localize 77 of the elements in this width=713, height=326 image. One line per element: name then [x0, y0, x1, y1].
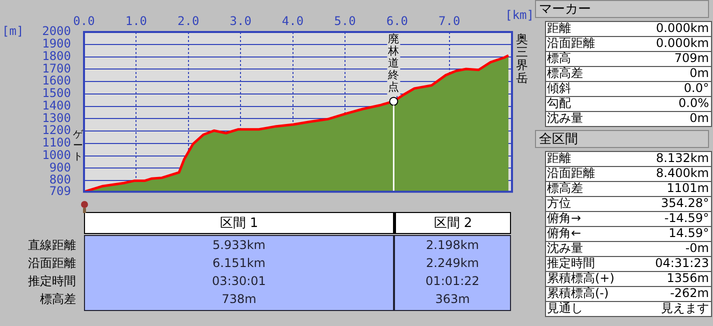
text: 709m: [674, 51, 709, 66]
text: 沿面距離: [28, 256, 76, 271]
text: 直線距離: [28, 238, 76, 253]
y-tick-label: 1900: [42, 36, 71, 51]
text: 距離: [547, 21, 571, 36]
text: 363m: [434, 292, 471, 307]
x-tick-label: 1.0: [125, 14, 148, 28]
y-tick-label: 1200: [42, 123, 71, 138]
text: 推定時間: [28, 274, 76, 289]
y-tick-label: 1300: [42, 110, 71, 125]
text: 沿面距離: [547, 36, 595, 51]
x-tick-label: 6.0: [386, 14, 408, 28]
y-tick-label: 2000: [42, 24, 71, 38]
text: 標高: [547, 51, 571, 66]
text: -0m: [685, 241, 709, 256]
x-tick-label: 4.0: [282, 14, 304, 28]
text: 区間 2: [394, 212, 511, 234]
text: 方位: [547, 196, 571, 211]
text: 8.132km: [656, 151, 709, 166]
text: 01:01:22: [424, 274, 480, 289]
text: 04:31:23: [655, 256, 709, 271]
text: 全区間: [535, 130, 709, 148]
text: 俯角←: [547, 226, 582, 241]
text: -262m: [670, 286, 709, 301]
text: 0.000km: [656, 21, 709, 36]
text: 勾配: [547, 96, 571, 111]
y-tick-label: 1400: [42, 98, 71, 112]
text: 03:30:01: [211, 274, 267, 289]
text: 0m: [690, 111, 709, 126]
text: 2.249km: [425, 256, 480, 271]
y-tick-label: 900: [49, 160, 71, 174]
y-tick-label: 1000: [42, 148, 71, 162]
text: マーカー: [535, 0, 709, 18]
text: 1101m: [666, 181, 709, 196]
text: 0.000km: [656, 36, 709, 51]
text: 0m: [690, 66, 709, 81]
text: 2.198km: [425, 238, 480, 253]
y-tick-label: 1100: [42, 136, 71, 150]
ref-line-label: 廃林道終点: [387, 32, 400, 94]
text: 累積標高(-): [547, 286, 609, 301]
y-tick-label: 1800: [42, 48, 71, 63]
text: 見通し: [547, 301, 583, 316]
text: -14.59°: [664, 211, 709, 226]
text: 標高差: [547, 66, 583, 81]
text: 沈み量: [547, 111, 583, 126]
text: 区間 1: [84, 212, 394, 234]
text: 1356m: [666, 271, 709, 286]
x-axis-title: [km]: [505, 8, 534, 22]
text: 標高差: [547, 181, 583, 196]
y-tick-label: 1500: [42, 86, 71, 100]
y-axis-title: [m]: [2, 24, 24, 38]
x-tick-label: 7.0: [438, 14, 460, 28]
x-tick-label: 2.0: [178, 14, 200, 28]
text: 0.0°: [684, 81, 709, 96]
text: 推定時間: [547, 256, 595, 271]
y-tick-label: 1700: [42, 61, 71, 76]
y-tick-label: 1600: [42, 74, 71, 88]
text: 奥三界岳: [516, 32, 528, 86]
text: 6.151km: [212, 256, 266, 271]
text: 傾斜: [547, 81, 571, 96]
x-tick-label: 3.0: [230, 14, 252, 28]
text: 738m: [220, 292, 258, 307]
text: 見えます: [661, 301, 709, 316]
text: 5.933km: [212, 238, 266, 253]
text: 沈み量: [547, 241, 583, 256]
text: 8.400km: [656, 166, 709, 181]
text: 標高差: [40, 292, 76, 307]
text: ゲート: [73, 129, 84, 162]
text: 0.0%: [678, 96, 709, 111]
text: 14.59°: [668, 226, 709, 241]
text: 354.28°: [661, 196, 709, 211]
text: 沿面距離: [547, 166, 595, 181]
x-tick-label: 5.0: [334, 14, 356, 28]
text: 距離: [547, 151, 571, 166]
x-tick-label: 0.0: [73, 14, 95, 28]
text: 累積標高(+): [547, 271, 614, 286]
text: 俯角→: [547, 211, 582, 226]
